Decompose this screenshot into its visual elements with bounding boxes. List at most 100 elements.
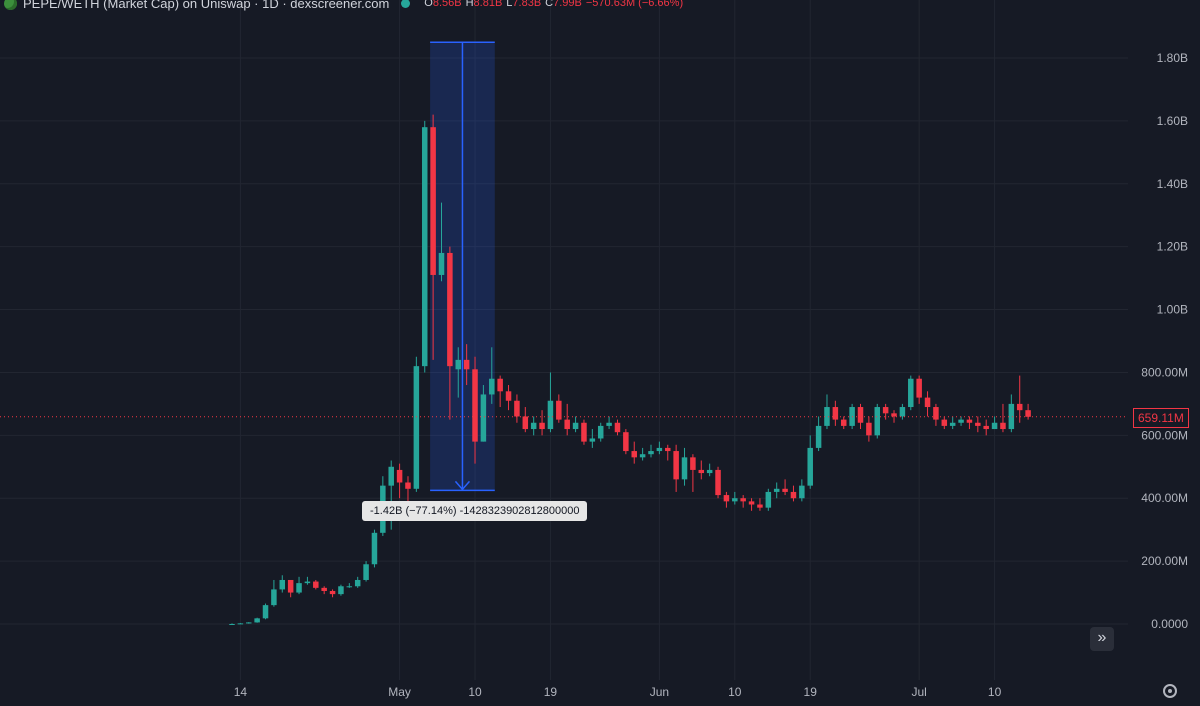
candle-body: [556, 400, 562, 420]
candle: [866, 416, 872, 442]
candle-body: [790, 491, 797, 499]
candle: [455, 347, 462, 398]
candle-body: [773, 488, 780, 492]
candle: [840, 416, 847, 430]
chart-legend: PEPE/WETH (Market Cap) on Uniswap · 1D ·…: [4, 0, 687, 12]
x-tick-label: 10: [728, 685, 742, 699]
candle-body: [832, 407, 839, 420]
candle-body: [866, 422, 872, 436]
candle-body: [564, 419, 570, 430]
candle-body: [413, 366, 420, 489]
candle-body: [396, 469, 403, 483]
candle: [354, 576, 361, 588]
candle: [581, 419, 587, 445]
candle: [463, 344, 470, 386]
candle-body: [958, 419, 964, 423]
candle: [681, 447, 688, 486]
candle: [757, 498, 763, 511]
candle-body: [983, 425, 989, 430]
candle: [522, 407, 529, 433]
candle: [656, 441, 663, 455]
candle-body: [891, 413, 897, 417]
candle: [991, 416, 998, 430]
candle-body: [614, 422, 621, 433]
y-tick-label: 1.00B: [1157, 303, 1188, 317]
y-tick-label: 1.40B: [1157, 177, 1188, 191]
candle-body: [287, 579, 294, 593]
candle: [405, 476, 411, 505]
candle: [229, 623, 235, 625]
candle: [631, 441, 637, 464]
candle-body: [589, 438, 596, 442]
candle-body: [229, 624, 235, 625]
x-tick-label: 19: [804, 685, 818, 699]
candle-body: [338, 586, 344, 595]
candle-body: [908, 378, 914, 408]
candle-body: [430, 127, 436, 275]
scroll-to-realtime-button[interactable]: »: [1090, 627, 1114, 651]
candle: [489, 347, 495, 404]
candle: [715, 466, 721, 499]
candle: [572, 416, 579, 433]
candle: [916, 375, 922, 404]
candle-body: [740, 498, 746, 502]
candle: [949, 416, 956, 430]
candle-body: [304, 581, 311, 584]
candle-body: [447, 252, 453, 367]
candle-body: [505, 391, 512, 401]
candle-body: [1000, 422, 1006, 430]
candle: [1025, 403, 1031, 420]
candle-body: [966, 419, 973, 423]
candle: [363, 561, 369, 582]
candle-body: [799, 485, 805, 499]
candle-body: [757, 504, 763, 508]
candle: [279, 575, 286, 593]
y-tick-label: 1.60B: [1157, 114, 1188, 128]
gear-icon[interactable]: [1163, 684, 1177, 698]
candle-body: [882, 407, 889, 414]
candle: [539, 410, 545, 436]
candle-body: [388, 466, 394, 486]
candle: [1008, 394, 1015, 433]
candle-body: [405, 482, 411, 489]
candle: [438, 202, 445, 282]
candle: [966, 416, 973, 430]
candle: [237, 623, 244, 625]
candle: [530, 416, 537, 436]
candle: [614, 419, 621, 436]
candle: [732, 491, 738, 505]
candle-body: [547, 400, 554, 430]
candle-body: [732, 498, 738, 502]
candle-body: [246, 622, 252, 624]
double-chevron-right-icon: »: [1097, 629, 1107, 646]
candle: [924, 391, 931, 417]
candle: [958, 416, 964, 426]
candle: [782, 479, 788, 496]
candle: [765, 488, 772, 511]
candle-body: [329, 590, 336, 595]
candle: [480, 385, 487, 442]
candle-body: [715, 469, 721, 496]
candle: [891, 410, 897, 423]
candle-body: [698, 469, 705, 474]
candle: [296, 576, 302, 595]
x-tick-label: Jul: [911, 685, 926, 699]
candle-body: [690, 457, 696, 470]
candle: [748, 498, 755, 511]
candle: [597, 422, 604, 442]
candle: [505, 385, 512, 411]
candle: [413, 356, 420, 492]
candle-body: [489, 378, 495, 395]
candle: [815, 416, 822, 452]
candle: [514, 394, 520, 423]
ohlc-low: L7.83B: [506, 0, 542, 9]
y-tick-label: 1.20B: [1157, 240, 1188, 254]
candle: [304, 576, 311, 585]
candle-body: [782, 488, 788, 492]
candle: [421, 120, 428, 373]
chart-title: PEPE/WETH (Market Cap) on Uniswap · 1D ·…: [23, 0, 390, 11]
candle-body: [639, 454, 646, 458]
candle-body: [321, 587, 327, 591]
candle-body: [597, 425, 604, 439]
